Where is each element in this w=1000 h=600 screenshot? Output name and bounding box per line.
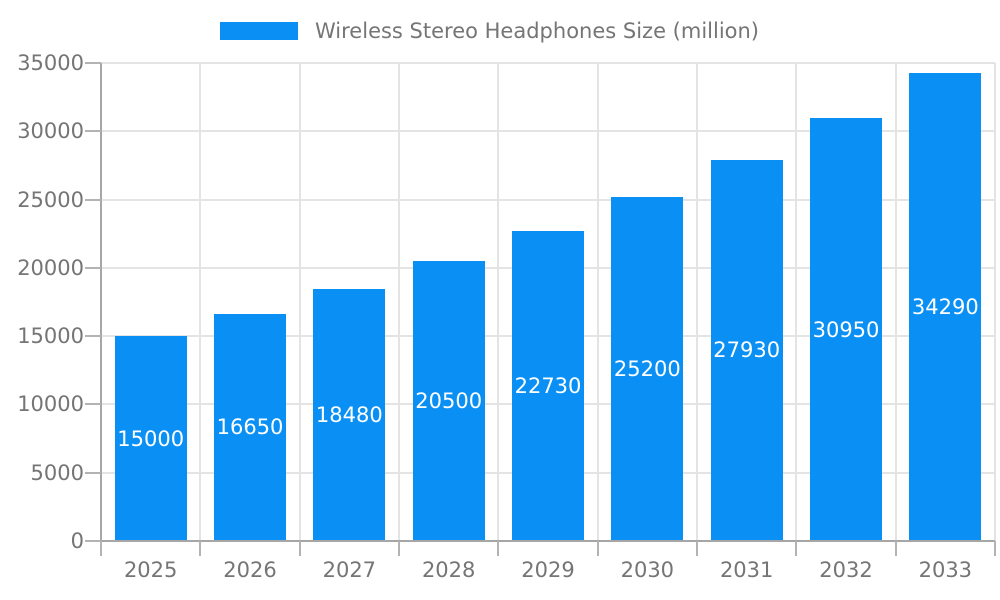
bar-2033: 34290 (909, 72, 982, 541)
y-axis-tick (85, 403, 101, 406)
horizontal-gridline (101, 198, 995, 201)
bar-2031: 27930 (710, 159, 783, 541)
horizontal-gridline (101, 62, 995, 64)
bar-value-label: 27930 (713, 338, 781, 363)
x-axis-tick (994, 541, 996, 556)
x-axis-tick (696, 541, 698, 556)
bar-value-label: 15000 (117, 426, 185, 451)
bar-2032: 30950 (810, 118, 882, 541)
vertical-gridline (199, 63, 202, 541)
vertical-gridline (398, 63, 400, 541)
y-axis-tick-label: 30000 (17, 119, 84, 144)
x-axis-tick-label: 2029 (521, 558, 575, 582)
x-axis-tick (894, 541, 897, 556)
x-axis-tick (298, 541, 301, 556)
vertical-gridline (497, 63, 500, 541)
legend-swatch[interactable] (220, 22, 298, 40)
y-axis-tick (85, 471, 101, 474)
y-axis-tick (85, 62, 101, 64)
bar-2029: 22730 (512, 230, 584, 541)
legend-label[interactable]: Wireless Stereo Headphones Size (million… (315, 19, 760, 43)
bar-value-label: 34290 (911, 294, 979, 319)
x-axis-tick-label: 2028 (421, 558, 476, 582)
bar-2027: 18480 (313, 288, 386, 541)
x-axis-tick (596, 541, 599, 556)
horizontal-gridline (101, 130, 995, 133)
y-axis-tick-label: 10000 (17, 392, 84, 417)
x-axis-tick-label: 2026 (223, 558, 277, 582)
bar-value-label: 22730 (514, 373, 582, 398)
bar-2025: 15000 (114, 336, 187, 541)
y-axis-tick (85, 335, 101, 338)
vertical-gridline (994, 63, 996, 541)
y-axis-tick (85, 130, 101, 133)
vertical-gridline (894, 63, 897, 541)
x-axis-tick (497, 541, 500, 556)
y-axis-tick (85, 198, 101, 201)
x-axis-tick (199, 541, 202, 556)
x-axis-tick-label: 2027 (322, 558, 377, 582)
x-axis-tick (398, 541, 400, 556)
bar-2026: 16650 (214, 313, 286, 541)
vertical-gridline (795, 63, 798, 541)
bar-value-label: 30950 (812, 317, 880, 342)
legend[interactable]: Wireless Stereo Headphones Size (million… (220, 19, 760, 43)
y-axis-tick-label: 25000 (17, 187, 84, 212)
bar-value-label: 16650 (216, 415, 284, 440)
y-axis-tick-label: 35000 (17, 51, 84, 75)
y-axis-tick-label: 0 (70, 529, 84, 553)
x-axis-tick-label: 2031 (719, 558, 774, 582)
x-axis-tick-label: 2025 (123, 558, 178, 582)
x-axis-tick (100, 541, 102, 556)
y-axis-tick-label: 20000 (17, 255, 84, 280)
bar-value-label: 18480 (315, 402, 383, 427)
vertical-gridline (696, 63, 698, 541)
y-axis-tick-label: 15000 (17, 324, 84, 349)
x-axis-tick-label: 2033 (918, 558, 973, 582)
y-axis-line (100, 63, 102, 542)
vertical-gridline (298, 63, 301, 541)
x-axis-tick-label: 2030 (620, 558, 675, 582)
x-axis-tick-label: 2032 (819, 558, 873, 582)
bar-value-label: 25200 (613, 356, 681, 381)
plot-area: 15000 16650 18480 20500 22730 25200 27930 30950… (101, 62, 996, 541)
vertical-gridline (596, 63, 599, 541)
bar-2030: 25200 (611, 196, 684, 541)
y-axis-tick (85, 540, 101, 542)
y-axis-tick-label: 5000 (30, 460, 84, 485)
y-axis-tick (85, 266, 101, 269)
bar-value-label: 20500 (415, 389, 483, 414)
x-axis-tick (795, 541, 798, 556)
bar-2028: 20500 (412, 261, 485, 541)
x-axis-line (101, 540, 995, 542)
